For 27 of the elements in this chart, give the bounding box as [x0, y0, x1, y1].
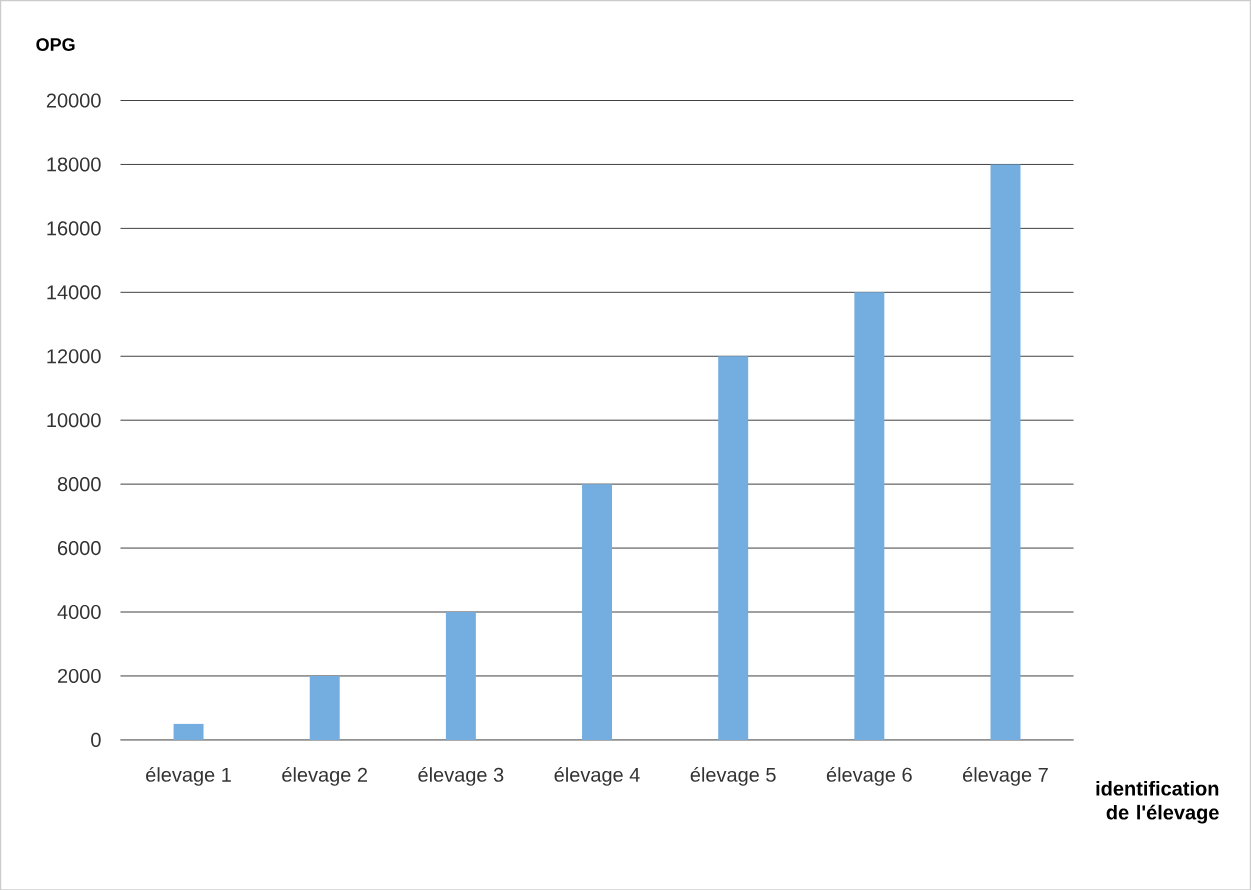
y-tick-label: 0 — [91, 732, 101, 747]
y-tick-label: 6000 — [58, 540, 101, 555]
y-tick-label: 20000 — [46, 93, 101, 108]
bar — [173, 723, 204, 740]
x-tick-label: élevage 6 — [826, 766, 912, 786]
x-tick-label: élevage 1 — [146, 766, 231, 786]
bar — [582, 483, 613, 740]
y-tick-label: 2000 — [58, 668, 101, 683]
bar — [854, 292, 885, 740]
y-tick-label: 14000 — [47, 285, 101, 300]
y-axis-title: OPG — [36, 38, 75, 51]
x-tick-label: élevage 5 — [690, 766, 776, 786]
bar — [718, 356, 749, 740]
bar — [309, 675, 340, 740]
x-tick-label: élevage 4 — [554, 766, 640, 786]
y-tick-label: 12000 — [47, 349, 101, 364]
y-tick-label: 16000 — [47, 221, 101, 236]
x-tick-label: élevage 7 — [963, 766, 1048, 786]
x-axis-title: identification de l'élevage — [1096, 780, 1219, 824]
x-tick-label: élevage 3 — [418, 766, 504, 786]
bar — [990, 164, 1021, 740]
bar — [445, 611, 476, 740]
y-tick-label: 10000 — [47, 412, 101, 428]
y-tick-label: 18000 — [47, 157, 101, 172]
y-tick-label: 8000 — [57, 476, 101, 492]
x-tick-label: élevage 2 — [282, 766, 368, 786]
y-tick-label: 4000 — [57, 604, 101, 619]
